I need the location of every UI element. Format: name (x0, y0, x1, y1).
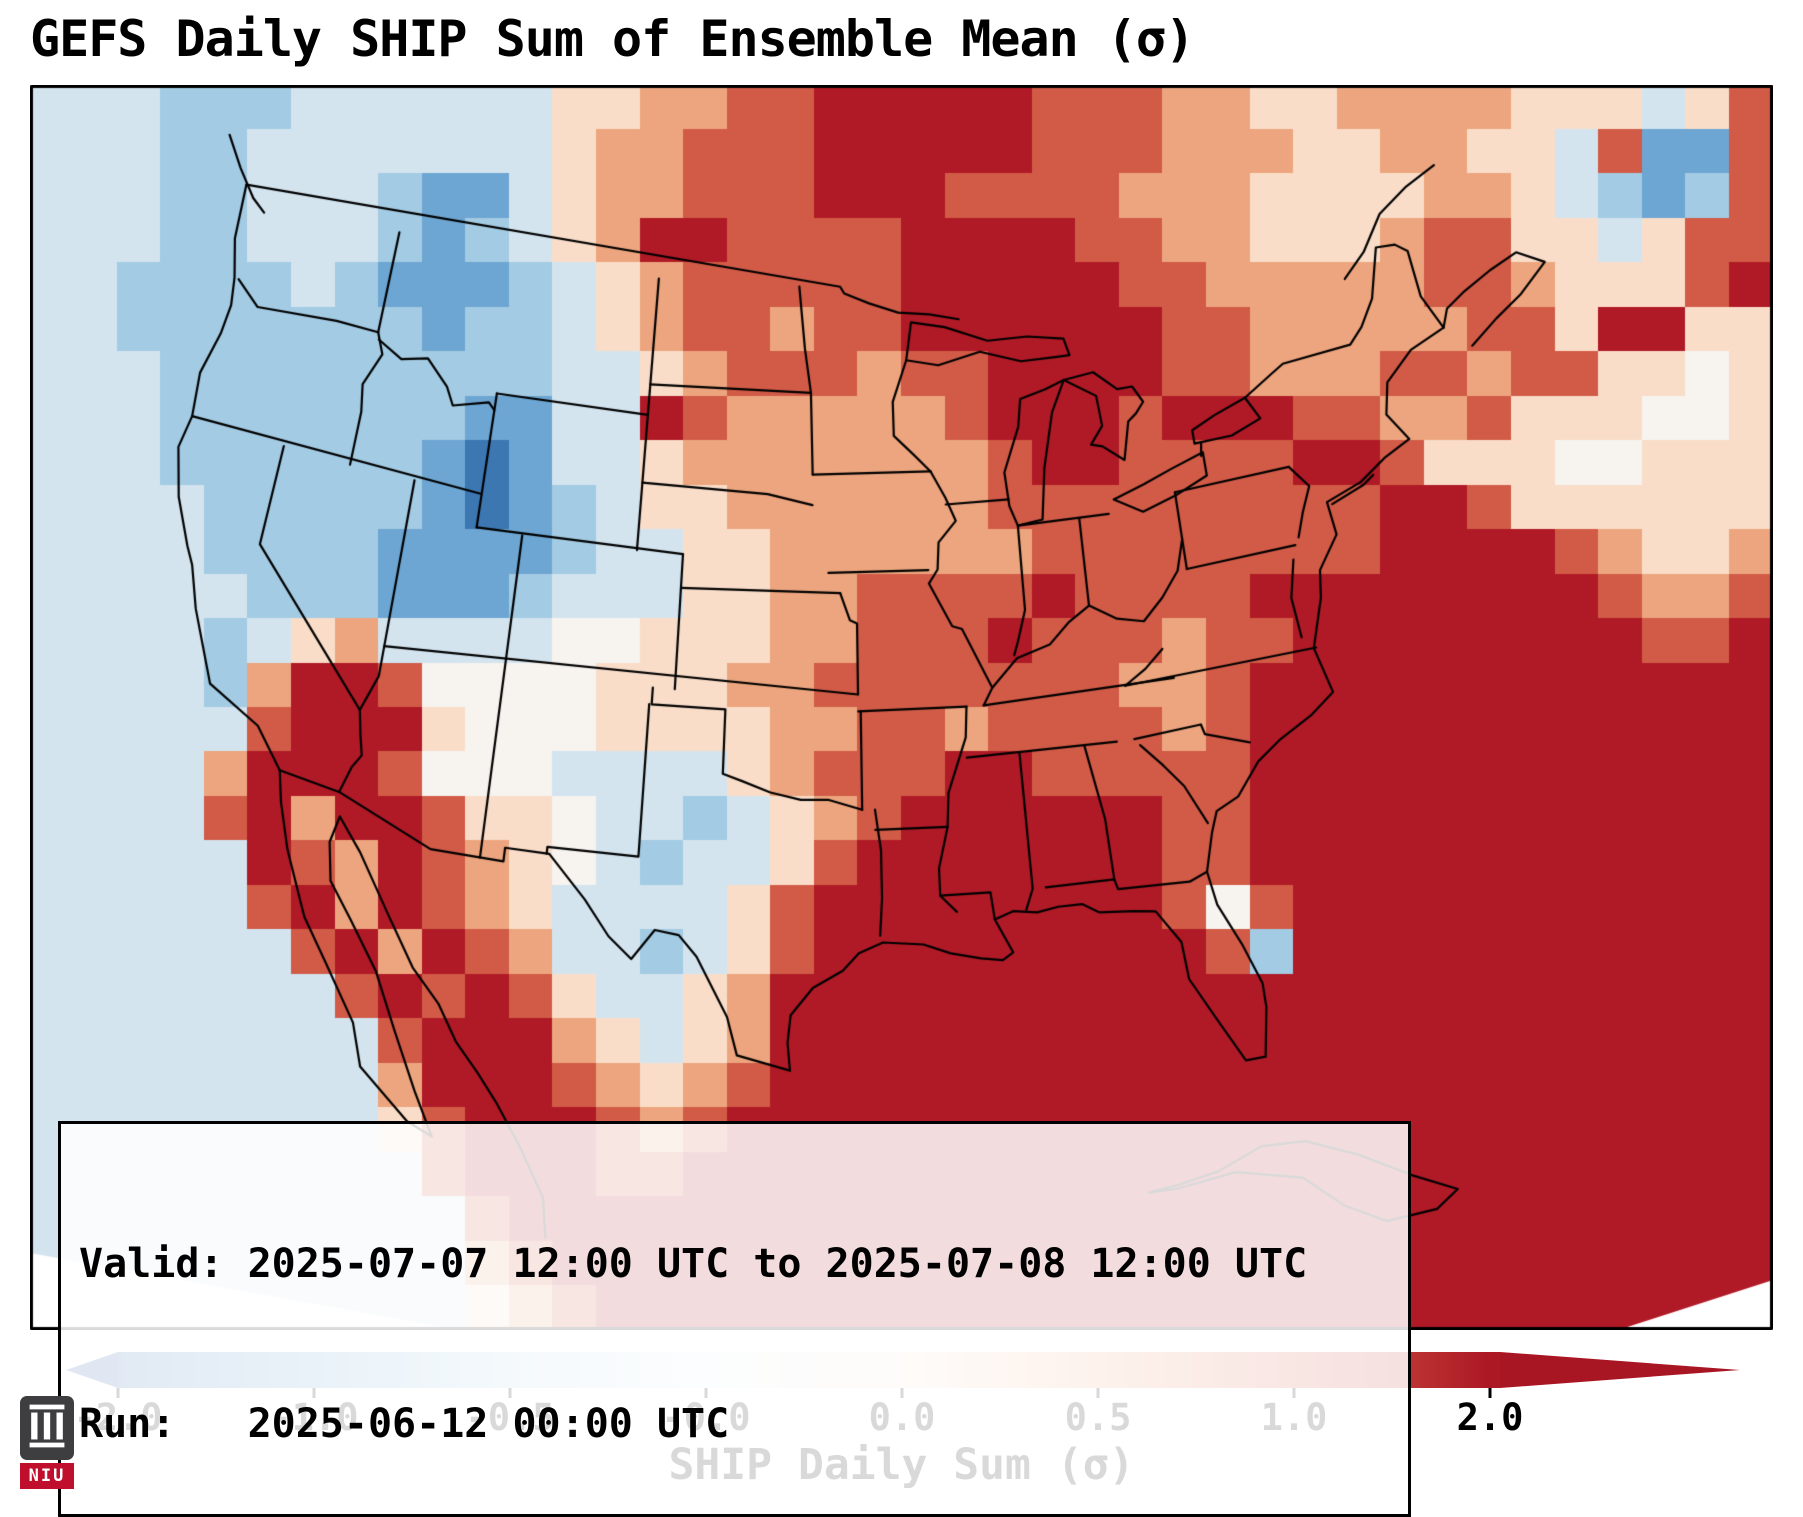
castle-icon (28, 1403, 66, 1453)
info-valid-label: Valid: (79, 1241, 224, 1288)
info-run-value: 2025-06-12 00:00 UTC (247, 1400, 730, 1447)
info-run-label: Run: (79, 1400, 176, 1447)
niu-logo-text: NIU (20, 1463, 74, 1489)
colorbar-right-arrow (1500, 1352, 1740, 1388)
info-run-line: Run: 2025-06-12 00:00 UTC (79, 1398, 1390, 1451)
info-box: Valid: 2025-07-07 12:00 UTC to 2025-07-08… (58, 1121, 1411, 1517)
figure-title: GEFS Daily SHIP Sum of Ensemble Mean (σ) (30, 10, 1195, 68)
info-valid-value: 2025-07-07 12:00 UTC to 2025-07-08 12:00… (247, 1241, 1308, 1288)
colorbar-tick-label: 2.0 (1456, 1396, 1524, 1439)
colorbar-tick-mark (1488, 1388, 1492, 1398)
niu-castle-square (20, 1396, 74, 1460)
info-valid-line: Valid: 2025-07-07 12:00 UTC to 2025-07-08… (79, 1238, 1390, 1291)
niu-logo: NIU (20, 1396, 74, 1489)
